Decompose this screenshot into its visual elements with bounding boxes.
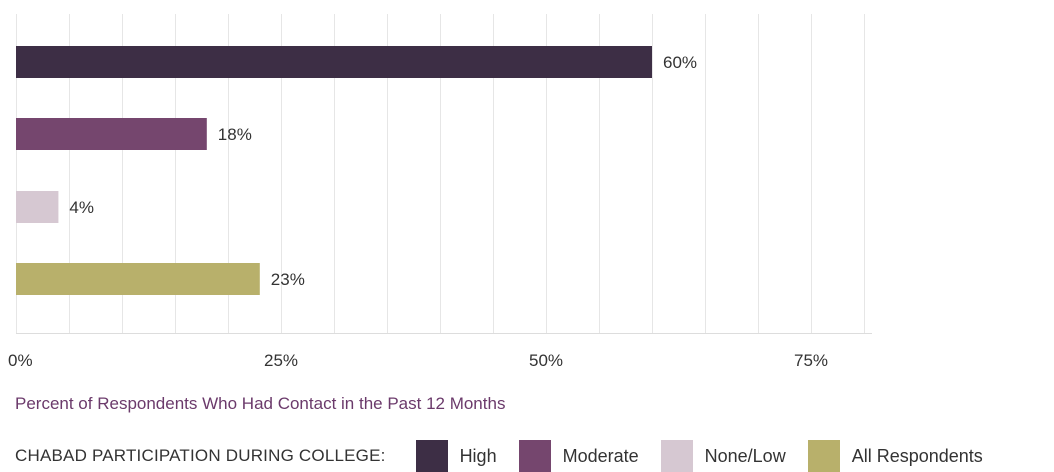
legend-item-none-low: None/Low (660, 440, 786, 472)
bar-moderate (16, 118, 207, 150)
bar-chart: 60% 18% 4% 23% 0% 25% 50% 75% (8, 14, 872, 370)
legend-title: CHABAD PARTICIPATION DURING COLLEGE: (15, 446, 386, 465)
legend-item-moderate: Moderate (518, 440, 639, 472)
legend-item-all-respondents: All Respondents (807, 440, 983, 472)
legend-label-moderate: Moderate (562, 445, 639, 466)
legend: CHABAD PARTICIPATION DURING COLLEGE: Hig… (15, 440, 1005, 472)
x-axis-title: Percent of Respondents Who Had Contact i… (15, 394, 506, 413)
legend-label-none-low: None/Low (704, 445, 786, 466)
x-tick-label: 75% (794, 351, 828, 370)
legend-label-high: High (459, 445, 497, 466)
legend-item-high: High (415, 440, 497, 472)
x-tick-label: 25% (264, 351, 298, 370)
bar-none-low (16, 191, 59, 223)
data-label: 4% (69, 198, 94, 217)
data-label: 23% (271, 270, 305, 289)
x-tick-label: 0% (8, 351, 33, 370)
x-tick-label: 50% (529, 351, 563, 370)
legend-swatch-none-low (660, 440, 693, 472)
bar-all-respondents (16, 263, 260, 295)
data-label: 60% (663, 53, 697, 72)
legend-swatch-high (415, 440, 448, 472)
legend-swatch-moderate (518, 440, 551, 472)
legend-swatch-all-respondents (807, 440, 840, 472)
data-label: 18% (218, 125, 252, 144)
legend-label-all-respondents: All Respondents (851, 445, 983, 466)
bar-high (16, 46, 652, 78)
